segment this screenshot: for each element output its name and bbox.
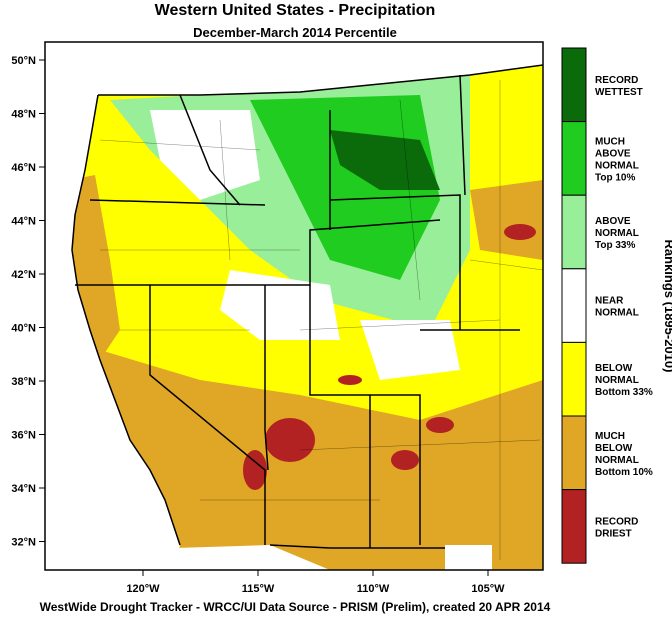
lat-label: 42°N xyxy=(11,269,36,281)
legend-label: MUCH xyxy=(595,431,625,442)
legend-label: NORMAL xyxy=(595,455,639,466)
legend-swatch xyxy=(561,268,587,343)
legend-label: MUCH xyxy=(595,136,625,147)
lat-label: 40°N xyxy=(11,323,36,335)
legend-label: BELOW xyxy=(595,363,633,374)
legend-label: ABOVE xyxy=(595,148,631,159)
lon-label: 110°W xyxy=(357,583,390,595)
legend-label: DRIEST xyxy=(595,528,632,539)
legend-label: Top 10% xyxy=(595,172,635,183)
legend-swatch xyxy=(561,415,587,491)
legend-label: NORMAL xyxy=(595,160,639,171)
legend-label: BELOW xyxy=(595,443,633,454)
map-frame xyxy=(44,41,544,571)
legend-swatch xyxy=(561,194,587,270)
legend-title: Rankings (1895-2010) xyxy=(662,240,672,373)
footer: WestWide Drought Tracker - WRCC/UI Data … xyxy=(40,600,551,614)
legend-swatch xyxy=(561,47,587,123)
lat-label: 44°N xyxy=(11,216,36,228)
axes: 50°N 48°N 46°N 44°N 42°N 40°N 38°N 36°N 34°N 32°N… xyxy=(11,55,505,595)
lat-label: 48°N xyxy=(11,109,36,121)
lat-label: 38°N xyxy=(11,376,36,388)
lat-label: 50°N xyxy=(11,55,36,67)
legend-label: RECORD xyxy=(595,75,638,86)
legend-label: NORMAL xyxy=(595,308,639,319)
lat-label: 34°N xyxy=(11,483,36,495)
lon-label: 120°W xyxy=(126,583,160,595)
lat-label: 46°N xyxy=(11,162,36,174)
legend-label: WETTEST xyxy=(595,87,643,98)
map xyxy=(45,42,543,570)
legend-label: Bottom 33% xyxy=(595,387,653,398)
legend-label: NORMAL xyxy=(595,375,639,386)
lat-label: 32°N xyxy=(11,537,36,549)
legend-label: Top 33% xyxy=(595,240,635,251)
legend-label: ABOVE xyxy=(595,216,631,227)
legend-label: RECORD xyxy=(595,516,638,527)
lon-label: 115°W xyxy=(242,583,275,595)
title: Western United States - Precipitation xyxy=(155,2,436,19)
legend-label: Bottom 10% xyxy=(595,467,653,478)
legend-swatch xyxy=(561,489,587,564)
legend-swatch xyxy=(561,121,587,196)
legend-label: NEAR xyxy=(595,296,624,307)
lat-label: 36°N xyxy=(11,430,36,442)
subtitle: December-March 2014 Percentile xyxy=(193,25,397,40)
legend-swatch xyxy=(561,341,587,417)
lon-label: 105°W xyxy=(471,583,505,595)
legend-label: NORMAL xyxy=(595,228,639,239)
